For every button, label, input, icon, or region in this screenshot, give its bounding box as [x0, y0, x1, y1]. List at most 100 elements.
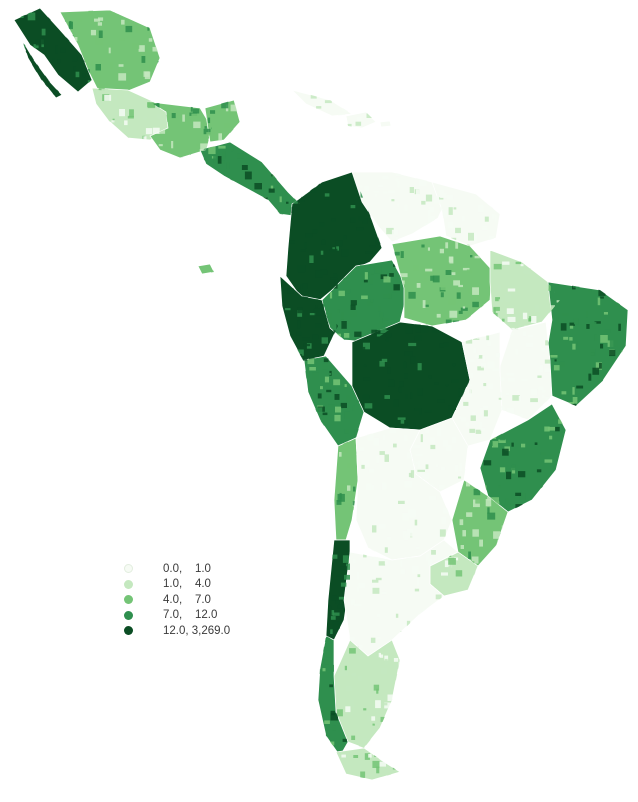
municipality-cell: [118, 64, 124, 67]
municipality-cell: [18, 74, 24, 80]
municipality-cell: [419, 612, 427, 619]
region-cuba: [290, 89, 354, 117]
municipality-cell: [232, 209, 236, 214]
municipality-cell: [424, 222, 429, 229]
legend-label: 7.0, 12.0: [163, 609, 218, 622]
municipality-cell: [439, 599, 444, 604]
municipality-cell: [338, 362, 345, 367]
municipality-cell: [425, 228, 433, 236]
municipality-cell: [403, 623, 409, 627]
municipality-cell: [492, 213, 495, 219]
municipality-cell: [340, 402, 347, 409]
municipality-cell: [156, 102, 160, 110]
municipality-cell: [575, 341, 578, 346]
municipality-cell: [271, 210, 276, 214]
municipality-cell: [54, 11, 59, 15]
region-amazon-central: [391, 235, 493, 327]
municipality-cell: [529, 261, 537, 269]
municipality-cell: [563, 336, 569, 340]
municipality-cell: [475, 507, 478, 515]
municipality-cell: [325, 734, 330, 737]
municipality-cell: [432, 330, 440, 333]
municipality-cell: [338, 113, 346, 116]
municipality-cell: [415, 453, 423, 456]
municipality-cell: [416, 189, 420, 196]
municipality-cell: [328, 605, 332, 610]
municipality-cell: [322, 668, 326, 672]
municipality-cell: [315, 270, 323, 278]
municipality-cell: [326, 315, 332, 324]
municipality-cell: [302, 337, 310, 341]
municipality-cell: [411, 566, 419, 574]
municipality-cell: [502, 448, 509, 456]
municipality-cell: [555, 316, 559, 320]
municipality-cell: [357, 116, 362, 122]
municipality-cell: [90, 29, 96, 36]
municipality-cell: [495, 539, 498, 546]
municipality-cell: [466, 381, 470, 387]
municipality-cell: [459, 463, 462, 471]
municipality-cell: [329, 248, 338, 252]
municipality-cell: [221, 100, 229, 109]
municipality-cell: [425, 268, 433, 272]
municipality-cell: [297, 310, 303, 317]
municipality-cell: [98, 30, 103, 38]
municipality-cell: [376, 333, 385, 337]
municipality-cell: [342, 738, 347, 742]
municipality-cell: [416, 643, 423, 650]
municipality-cell: [380, 716, 389, 722]
municipality-cell: [384, 655, 389, 661]
municipality-cell: [394, 251, 400, 256]
municipality-cell: [425, 194, 433, 202]
municipality-cell: [333, 379, 341, 386]
municipality-cell: [408, 291, 416, 299]
municipality-cell: [381, 482, 387, 490]
municipality-cell: [491, 497, 499, 504]
municipality-cell: [420, 434, 423, 443]
municipality-cell: [441, 572, 448, 576]
municipality-cell: [384, 547, 388, 553]
municipality-cell: [236, 133, 240, 139]
municipality-cell: [256, 155, 260, 159]
municipality-cell: [381, 358, 388, 362]
municipality-cell: [296, 331, 302, 336]
municipality-cell: [348, 321, 352, 324]
municipality-cell: [548, 426, 556, 431]
municipality-cell: [468, 232, 474, 241]
municipality-cell: [420, 325, 429, 333]
municipality-cell: [448, 405, 456, 410]
municipality-cell: [460, 545, 464, 549]
municipality-cell: [412, 625, 418, 633]
municipality-cell: [531, 316, 537, 323]
municipality-cell: [129, 109, 134, 117]
municipality-cell: [330, 616, 336, 620]
municipality-cell: [330, 277, 337, 280]
municipality-cell: [541, 389, 546, 393]
municipality-cell: [409, 310, 412, 314]
municipality-cell: [415, 324, 421, 333]
municipality-cell: [429, 437, 436, 444]
municipality-cell: [97, 22, 102, 26]
municipality-cell: [351, 599, 356, 605]
municipality-cell: [544, 359, 552, 364]
municipality-cell: [94, 18, 101, 22]
municipality-cell: [204, 126, 207, 129]
municipality-cell: [531, 253, 535, 258]
municipality-cell: [353, 558, 356, 563]
municipality-cell: [383, 736, 390, 741]
municipality-cell: [366, 113, 375, 118]
municipality-cell: [518, 396, 522, 402]
municipality-cell: [544, 426, 550, 432]
municipality-cell: [397, 727, 400, 734]
municipality-cell: [343, 235, 347, 240]
municipality-cell: [391, 290, 397, 293]
municipality-cell: [558, 256, 560, 261]
municipality-cell: [381, 702, 388, 706]
legend-swatch: [124, 610, 133, 620]
municipality-cell: [406, 620, 411, 628]
municipality-cell: [354, 331, 362, 337]
municipality-cell: [337, 604, 345, 609]
municipality-cell: [561, 413, 566, 418]
municipality-cell: [376, 688, 379, 694]
municipality-cell: [379, 761, 386, 767]
